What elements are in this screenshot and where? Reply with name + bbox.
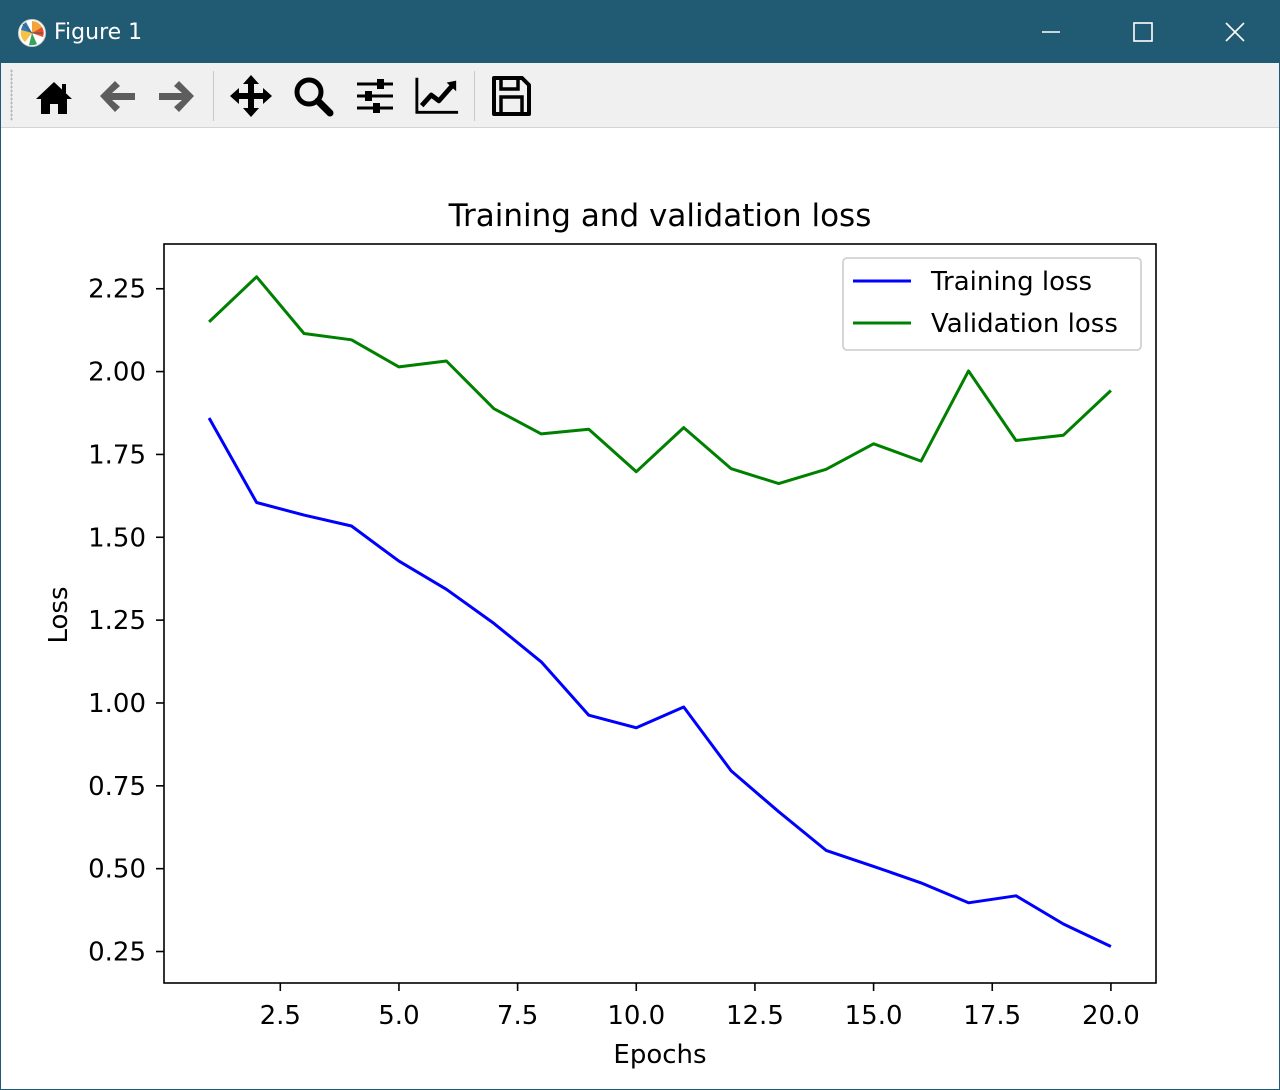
- back-button[interactable]: [94, 73, 140, 119]
- y-tick-label: 0.75: [88, 772, 146, 802]
- minimize-icon: [1042, 31, 1060, 33]
- y-tick-label: 2.25: [88, 275, 146, 305]
- toolbar-separator: [474, 71, 475, 121]
- x-tick-label: 17.5: [963, 1001, 1021, 1031]
- plot-layer: [207, 275, 1112, 948]
- configure-subplots-icon: [357, 79, 393, 113]
- y-axis-label: Loss: [44, 586, 74, 643]
- y-tick-label: 1.50: [88, 523, 146, 553]
- home-button[interactable]: [31, 73, 77, 119]
- toolbar-grip[interactable]: [10, 69, 13, 121]
- edit-axis-button[interactable]: [414, 73, 460, 119]
- home-icon: [36, 82, 72, 114]
- matplotlib-logo-icon: [18, 19, 46, 47]
- y-tick-label: 1.00: [88, 689, 146, 719]
- series-line-validation: [208, 275, 1112, 486]
- y-tick-label: 2.00: [88, 358, 146, 388]
- configure-subplots-button[interactable]: [352, 73, 398, 119]
- pan-icon: [230, 75, 272, 117]
- save-icon: [492, 76, 531, 116]
- legend-label-training: Training loss: [930, 267, 1092, 297]
- x-tick-label: 20.0: [1082, 1001, 1140, 1031]
- close-button[interactable]: [1189, 1, 1280, 63]
- x-tick-label: 2.5: [260, 1001, 301, 1031]
- x-axis-label: Epochs: [613, 1040, 706, 1070]
- legend-label-validation: Validation loss: [931, 309, 1118, 339]
- chart-title: Training and validation loss: [448, 198, 872, 234]
- close-icon: [1225, 22, 1245, 42]
- legend-box: [842, 257, 1142, 351]
- back-arrow-icon: [100, 81, 135, 112]
- navigation-toolbar: [1, 63, 1279, 128]
- toolbar-separator: [213, 71, 214, 121]
- forward-arrow-icon: [159, 81, 194, 112]
- x-tick-label: 12.5: [726, 1001, 784, 1031]
- window-title: Figure 1: [54, 20, 143, 45]
- y-tick-label: 0.50: [88, 855, 146, 885]
- maximize-button[interactable]: [1097, 1, 1189, 63]
- edit-axis-icon: [415, 77, 459, 114]
- x-ticks: 2.5 5.0 7.5 10.0 12.5 15.0 17.5 20.0: [260, 983, 1140, 1031]
- y-tick-label: 1.25: [88, 606, 146, 636]
- save-button[interactable]: [488, 73, 534, 119]
- zoom-icon: [294, 77, 334, 117]
- x-tick-label: 7.5: [497, 1001, 538, 1031]
- series-line-training: [207, 417, 1112, 948]
- y-ticks: 0.25 0.50 0.75 1.00 1.25 1.50 1.75 2.00 2.25: [88, 275, 164, 968]
- forward-button[interactable]: [154, 73, 200, 119]
- zoom-button[interactable]: [290, 73, 336, 119]
- figure-canvas[interactable]: Training and validation loss 2.5 5.0 7.5 10…: [3, 128, 1279, 1089]
- pan-button[interactable]: [228, 73, 274, 119]
- minimize-button[interactable]: [1005, 1, 1097, 63]
- x-tick-label: 15.0: [845, 1001, 903, 1031]
- loss-chart: Training and validation loss 2.5 5.0 7.5 10…: [44, 198, 1157, 1070]
- x-tick-label: 5.0: [378, 1001, 419, 1031]
- maximize-icon: [1133, 22, 1153, 42]
- y-tick-label: 1.75: [88, 440, 146, 470]
- title-bar[interactable]: Figure 1: [1, 1, 1279, 63]
- y-tick-label: 0.25: [88, 938, 146, 968]
- legend: Training loss Validation loss: [842, 257, 1142, 351]
- axes-frame: [163, 243, 1157, 984]
- x-tick-label: 10.0: [607, 1001, 665, 1031]
